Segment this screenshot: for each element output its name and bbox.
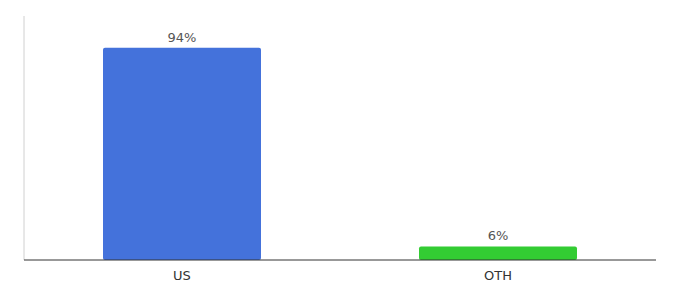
page: {"chart_data": {"type": "bar", "categori… bbox=[0, 0, 680, 300]
y-axis-line bbox=[24, 16, 25, 260]
bar bbox=[419, 246, 577, 260]
data-label: 6% bbox=[488, 228, 509, 243]
x-tick-labels: US OTH bbox=[173, 268, 512, 283]
bar bbox=[103, 48, 261, 260]
data-labels: 94% 6% bbox=[168, 30, 509, 244]
chart-container: US OTH 94% 6% bbox=[0, 0, 680, 300]
data-label: 94% bbox=[168, 30, 197, 45]
x-tick-label: US bbox=[173, 268, 191, 283]
x-tick-label: OTH bbox=[484, 268, 512, 283]
chart-svg: US OTH 94% 6% bbox=[0, 0, 680, 300]
bars bbox=[103, 48, 577, 260]
x-axis-line bbox=[24, 260, 656, 261]
